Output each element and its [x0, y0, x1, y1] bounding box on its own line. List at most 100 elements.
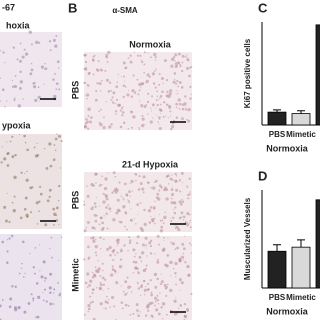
tissue-speck: [61, 236, 63, 238]
tissue-speck: [26, 215, 29, 219]
group-title: 21-d Hypoxia: [122, 159, 179, 169]
tissue-speck: [143, 71, 146, 74]
tissue-speck: [158, 83, 161, 86]
tissue-speck: [146, 73, 150, 77]
tissue-speck: [105, 101, 107, 103]
tissue-speck: [37, 86, 40, 89]
tissue-speck: [46, 199, 50, 203]
row-label: PBS: [70, 191, 80, 210]
tissue-speck: [167, 183, 170, 185]
tissue-speck: [54, 137, 58, 141]
tissue-speck: [86, 194, 90, 198]
tissue-speck: [123, 182, 127, 186]
tissue-speck: [21, 55, 25, 59]
tissue-speck: [13, 175, 17, 180]
tissue-speck: [188, 221, 191, 224]
tissue-speck: [127, 200, 130, 203]
tissue-speck: [43, 68, 45, 70]
tissue-speck: [136, 235, 140, 239]
tissue-speck: [154, 200, 156, 203]
tissue-speck: [90, 237, 93, 240]
tissue-speck: [163, 59, 167, 63]
tissue-speck: [91, 236, 95, 239]
tissue-speck: [132, 312, 135, 315]
tissue-speck: [6, 164, 10, 167]
error-bar: [273, 109, 281, 113]
tissue-speck: [143, 105, 147, 109]
tissue-speck: [157, 303, 160, 305]
tissue-speck: [156, 277, 159, 281]
tissue-speck: [108, 298, 110, 301]
tissue-speck: [139, 100, 141, 102]
tissue-speck: [37, 295, 41, 299]
tissue-speck: [35, 282, 39, 285]
tissue-speck: [40, 65, 45, 69]
tissue-speck: [175, 116, 179, 119]
tissue-speck: [94, 205, 97, 208]
tissue-speck: [118, 265, 123, 269]
tissue-speck: [114, 272, 116, 274]
tissue-speck: [21, 262, 23, 265]
tissue-speck: [181, 200, 185, 204]
tissue-speck: [180, 198, 183, 201]
tissue-speck: [86, 220, 90, 224]
tissue-speck: [169, 217, 171, 219]
tissue-speck: [124, 225, 126, 228]
tissue-speck: [156, 192, 160, 196]
tissue-speck: [120, 301, 124, 304]
tissue-speck: [151, 95, 154, 98]
tissue-speck: [105, 197, 109, 201]
tissue-speck: [26, 170, 28, 173]
tissue-speck: [126, 93, 130, 97]
tissue-speck: [98, 223, 101, 226]
tissue-speck: [180, 211, 184, 215]
tissue-speck: [183, 315, 186, 318]
tissue-speck: [0, 161, 3, 164]
tissue-speck: [172, 267, 175, 270]
tissue-speck: [145, 264, 148, 267]
tissue-speck: [52, 207, 56, 211]
tissue-speck: [33, 146, 36, 149]
tissue-speck: [52, 303, 55, 305]
tissue-speck: [156, 95, 159, 97]
tissue-speck: [159, 282, 163, 286]
tissue-speck: [175, 106, 178, 109]
tissue-speck: [167, 174, 170, 178]
tissue-speck: [136, 54, 139, 57]
tissue-speck: [48, 188, 52, 192]
tissue-speck: [163, 215, 167, 219]
tissue-speck: [121, 111, 125, 114]
tissue-speck: [36, 154, 40, 157]
tissue-speck: [147, 52, 149, 54]
tissue-speck: [19, 70, 22, 74]
tissue-speck: [19, 86, 22, 90]
tissue-speck: [127, 199, 129, 201]
tissue-speck: [138, 128, 141, 131]
tissue-speck: [85, 95, 87, 97]
tissue-speck: [189, 219, 191, 222]
tissue-speck: [170, 201, 174, 205]
tissue-speck: [86, 93, 90, 97]
tissue-speck: [91, 291, 94, 294]
tissue-speck: [130, 208, 132, 210]
tissue-speck: [96, 82, 99, 85]
tissue-speck: [124, 85, 127, 88]
tissue-speck: [0, 50, 2, 52]
tissue-speck: [9, 297, 13, 301]
tissue-speck: [58, 293, 61, 297]
panel-label: C: [258, 0, 268, 15]
tissue-speck: [166, 283, 169, 286]
tissue-speck: [113, 269, 117, 273]
panel-a-title: ypoxia: [2, 120, 32, 130]
tissue-speck: [128, 202, 131, 204]
tissue-speck: [13, 195, 16, 198]
tissue-speck: [139, 182, 143, 186]
tissue-speck: [99, 216, 103, 220]
tissue-speck: [134, 260, 138, 264]
tissue-speck: [95, 269, 99, 273]
tissue-speck: [190, 292, 193, 295]
tissue-speck: [8, 237, 11, 240]
tissue-speck: [138, 89, 141, 92]
tissue-speck: [103, 186, 108, 191]
tissue-speck: [186, 118, 188, 121]
